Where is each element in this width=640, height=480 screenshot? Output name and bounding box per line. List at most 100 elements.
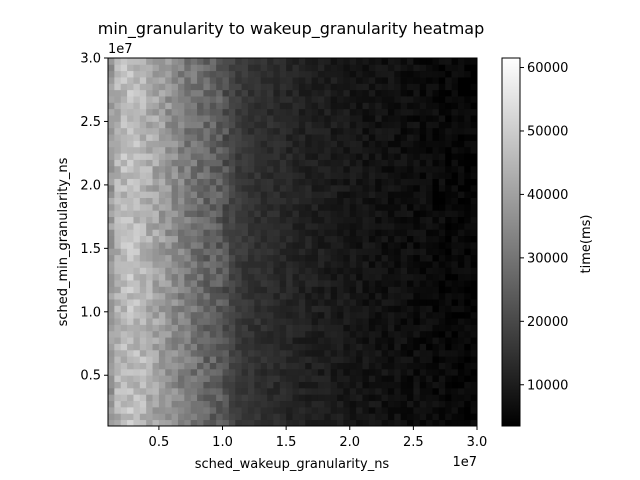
heatmap-cell [158,305,166,313]
heatmap-cell [171,115,179,122]
heatmap-cell [356,280,363,287]
heatmap-cell [203,102,211,110]
heatmap-cell [108,197,115,205]
heatmap-cell [127,242,134,249]
heatmap-cell [209,165,217,173]
heatmap-cell [267,343,274,351]
heatmap-cell [146,267,153,275]
heatmap-cell [108,77,115,84]
heatmap-cell [279,178,287,186]
heatmap-cell [260,172,268,179]
heatmap-cell [324,248,332,256]
heatmap-cell [120,343,128,351]
heatmap-cell [133,165,141,173]
heatmap-cell [209,153,217,160]
heatmap-cell [165,406,173,414]
heatmap-cell [273,242,281,249]
heatmap-cell [190,400,198,408]
heatmap-cell [286,419,293,427]
heatmap-cell [120,419,128,427]
heatmap-cell [470,146,478,154]
heatmap-cell [273,292,281,300]
heatmap-cell [203,77,211,84]
heatmap-cell [158,324,166,332]
heatmap-cell [451,261,459,268]
heatmap-cell [305,184,312,192]
heatmap-cell [203,146,211,154]
heatmap-cell [470,203,478,211]
heatmap-cell [241,349,249,357]
heatmap-cell [305,64,312,72]
heatmap-cell [394,89,402,97]
heatmap-cell [152,172,160,179]
heatmap-cell [400,267,408,275]
heatmap-cell [184,292,192,300]
heatmap-cell [375,146,382,154]
heatmap-cell [311,210,319,218]
heatmap-cell [368,337,376,344]
heatmap-cell [343,375,351,382]
x-axis-offset-label: 1e7 [452,455,477,470]
heatmap-cell [337,108,344,116]
heatmap-cell [197,197,204,205]
heatmap-cell [209,337,217,344]
heatmap-cell [311,248,319,256]
heatmap-cell [432,77,440,84]
heatmap-cell [407,216,414,224]
heatmap-cell [133,305,141,313]
heatmap-cell [260,387,268,395]
heatmap-cell [317,108,325,116]
heatmap-cell [432,254,440,262]
heatmap-cell [171,210,179,218]
heatmap-cell [375,172,382,179]
heatmap-cell [120,286,128,294]
heatmap-cell [387,330,395,338]
heatmap-cell [216,330,223,338]
heatmap-cell [216,305,223,313]
heatmap-cell [114,419,122,427]
heatmap-cell [311,324,319,332]
heatmap-cell [419,356,427,363]
heatmap-cell [152,273,160,281]
heatmap-cell [139,58,147,65]
heatmap-cell [457,64,465,72]
heatmap-cell [368,108,376,116]
heatmap-cell [209,96,217,103]
heatmap-cell [464,235,472,243]
heatmap-cell [298,172,306,179]
heatmap-cell [228,362,236,370]
heatmap-cell [413,96,421,103]
heatmap-cell [394,362,402,370]
heatmap-cell [165,134,173,141]
heatmap-cell [190,165,198,173]
heatmap-cell [305,349,312,357]
heatmap-cell [400,286,408,294]
heatmap-cell [317,159,325,167]
heatmap-cell [451,216,459,224]
heatmap-cell [139,165,147,173]
heatmap-cell [305,165,312,173]
heatmap-cell [120,406,128,414]
heatmap-cell [241,83,249,91]
heatmap-cell [241,381,249,389]
heatmap-cell [120,159,128,167]
heatmap-cell [260,235,268,243]
heatmap-cell [298,191,306,198]
heatmap-cell [330,102,338,110]
heatmap-cell [241,146,249,154]
heatmap-cell [343,400,351,408]
heatmap-cell [330,77,338,84]
heatmap-cell [464,102,472,110]
heatmap-cell [267,280,274,287]
heatmap-cell [375,96,382,103]
heatmap-cell [139,362,147,370]
heatmap-cell [387,159,395,167]
heatmap-cell [292,197,300,205]
heatmap-cell [133,387,141,395]
heatmap-cell [387,121,395,129]
heatmap-cell [190,242,198,249]
heatmap-cell [171,356,179,363]
heatmap-cell [337,165,344,173]
heatmap-cell [457,368,465,376]
heatmap-cell [203,64,211,72]
